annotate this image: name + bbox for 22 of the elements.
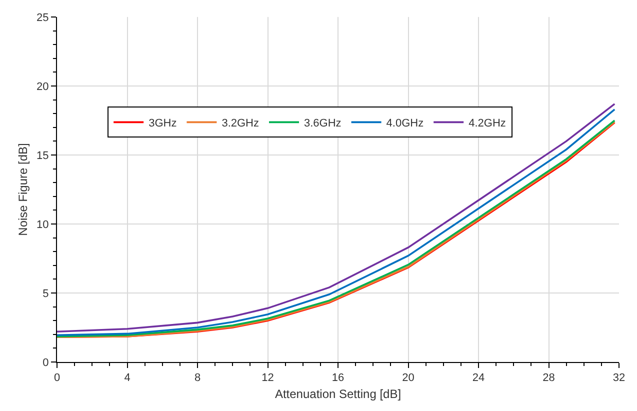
y-tick-label: 25 xyxy=(36,12,49,24)
x-axis-title: Attenuation Setting [dB] xyxy=(274,387,402,402)
x-tick-label: 4 xyxy=(124,372,130,384)
legend-label: 4.0GHz xyxy=(386,117,424,130)
y-axis-title: Noise Figure [dB] xyxy=(16,143,30,236)
legend-label: 3.6GHz xyxy=(304,117,342,130)
x-tick-label: 12 xyxy=(262,372,274,384)
x-tick-label: 24 xyxy=(472,372,485,384)
x-tick-label: 16 xyxy=(332,372,344,384)
legend-label: 4.2GHz xyxy=(468,117,506,130)
y-tick-label: 0 xyxy=(42,356,49,369)
y-tick-label: 15 xyxy=(36,150,49,162)
y-tick-label: 10 xyxy=(36,218,49,231)
x-tick-label: 28 xyxy=(542,372,555,384)
x-tick-label: 32 xyxy=(612,372,626,384)
legend-label: 3GHz xyxy=(148,117,177,130)
y-tick-label: 20 xyxy=(36,80,49,93)
y-tick-label: 5 xyxy=(42,288,49,300)
legend-label: 3.2GHz xyxy=(222,117,259,130)
x-tick-label: 0 xyxy=(54,372,60,384)
x-tick-label: 8 xyxy=(194,372,201,384)
x-tick-label: 20 xyxy=(402,372,414,384)
